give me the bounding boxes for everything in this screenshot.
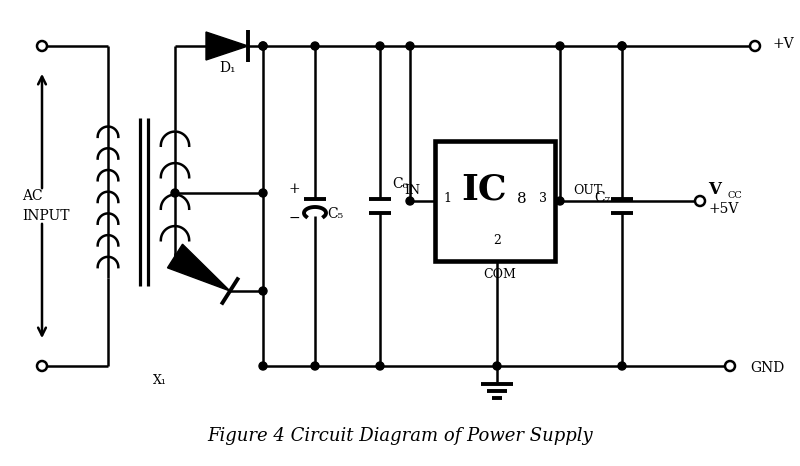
Circle shape xyxy=(493,362,501,370)
Text: 2: 2 xyxy=(493,234,501,247)
Text: INPUT: INPUT xyxy=(22,209,70,223)
Circle shape xyxy=(37,361,47,371)
Circle shape xyxy=(406,42,414,50)
Text: X₁: X₁ xyxy=(153,375,167,388)
Text: COM: COM xyxy=(483,268,517,281)
Text: 1: 1 xyxy=(443,192,451,206)
Circle shape xyxy=(37,41,47,51)
Circle shape xyxy=(406,197,414,205)
Circle shape xyxy=(618,42,626,50)
Text: AC: AC xyxy=(22,189,42,203)
Text: 8: 8 xyxy=(517,192,527,206)
Text: D₁: D₁ xyxy=(220,61,236,75)
Text: +: + xyxy=(288,182,300,196)
Text: +V: +V xyxy=(773,37,794,51)
Polygon shape xyxy=(206,32,248,60)
Circle shape xyxy=(311,42,319,50)
Text: +5V: +5V xyxy=(708,202,738,216)
Circle shape xyxy=(725,361,735,371)
Circle shape xyxy=(618,42,626,50)
Circle shape xyxy=(311,362,319,370)
Circle shape xyxy=(750,41,760,51)
Text: CC: CC xyxy=(727,191,742,199)
Text: C₇: C₇ xyxy=(594,191,610,205)
Text: IN: IN xyxy=(404,185,420,198)
Text: V: V xyxy=(708,180,721,198)
Text: −: − xyxy=(288,211,300,225)
Circle shape xyxy=(376,42,384,50)
Circle shape xyxy=(259,362,267,370)
Circle shape xyxy=(171,189,179,197)
Circle shape xyxy=(618,362,626,370)
Text: D₂: D₂ xyxy=(176,256,193,270)
Text: 3: 3 xyxy=(539,192,547,206)
Circle shape xyxy=(259,42,267,50)
Polygon shape xyxy=(167,244,230,291)
Circle shape xyxy=(259,42,267,50)
Circle shape xyxy=(259,287,267,295)
Text: Figure 4 Circuit Diagram of Power Supply: Figure 4 Circuit Diagram of Power Supply xyxy=(207,427,593,445)
Text: C₅: C₅ xyxy=(327,207,343,221)
Text: C₆: C₆ xyxy=(392,177,408,191)
Text: OUT: OUT xyxy=(573,185,602,198)
Circle shape xyxy=(556,42,564,50)
Text: GND: GND xyxy=(750,361,784,375)
FancyBboxPatch shape xyxy=(435,141,555,261)
Circle shape xyxy=(259,189,267,197)
Text: IC: IC xyxy=(461,172,507,206)
Circle shape xyxy=(695,196,705,206)
Circle shape xyxy=(556,197,564,205)
Circle shape xyxy=(376,362,384,370)
